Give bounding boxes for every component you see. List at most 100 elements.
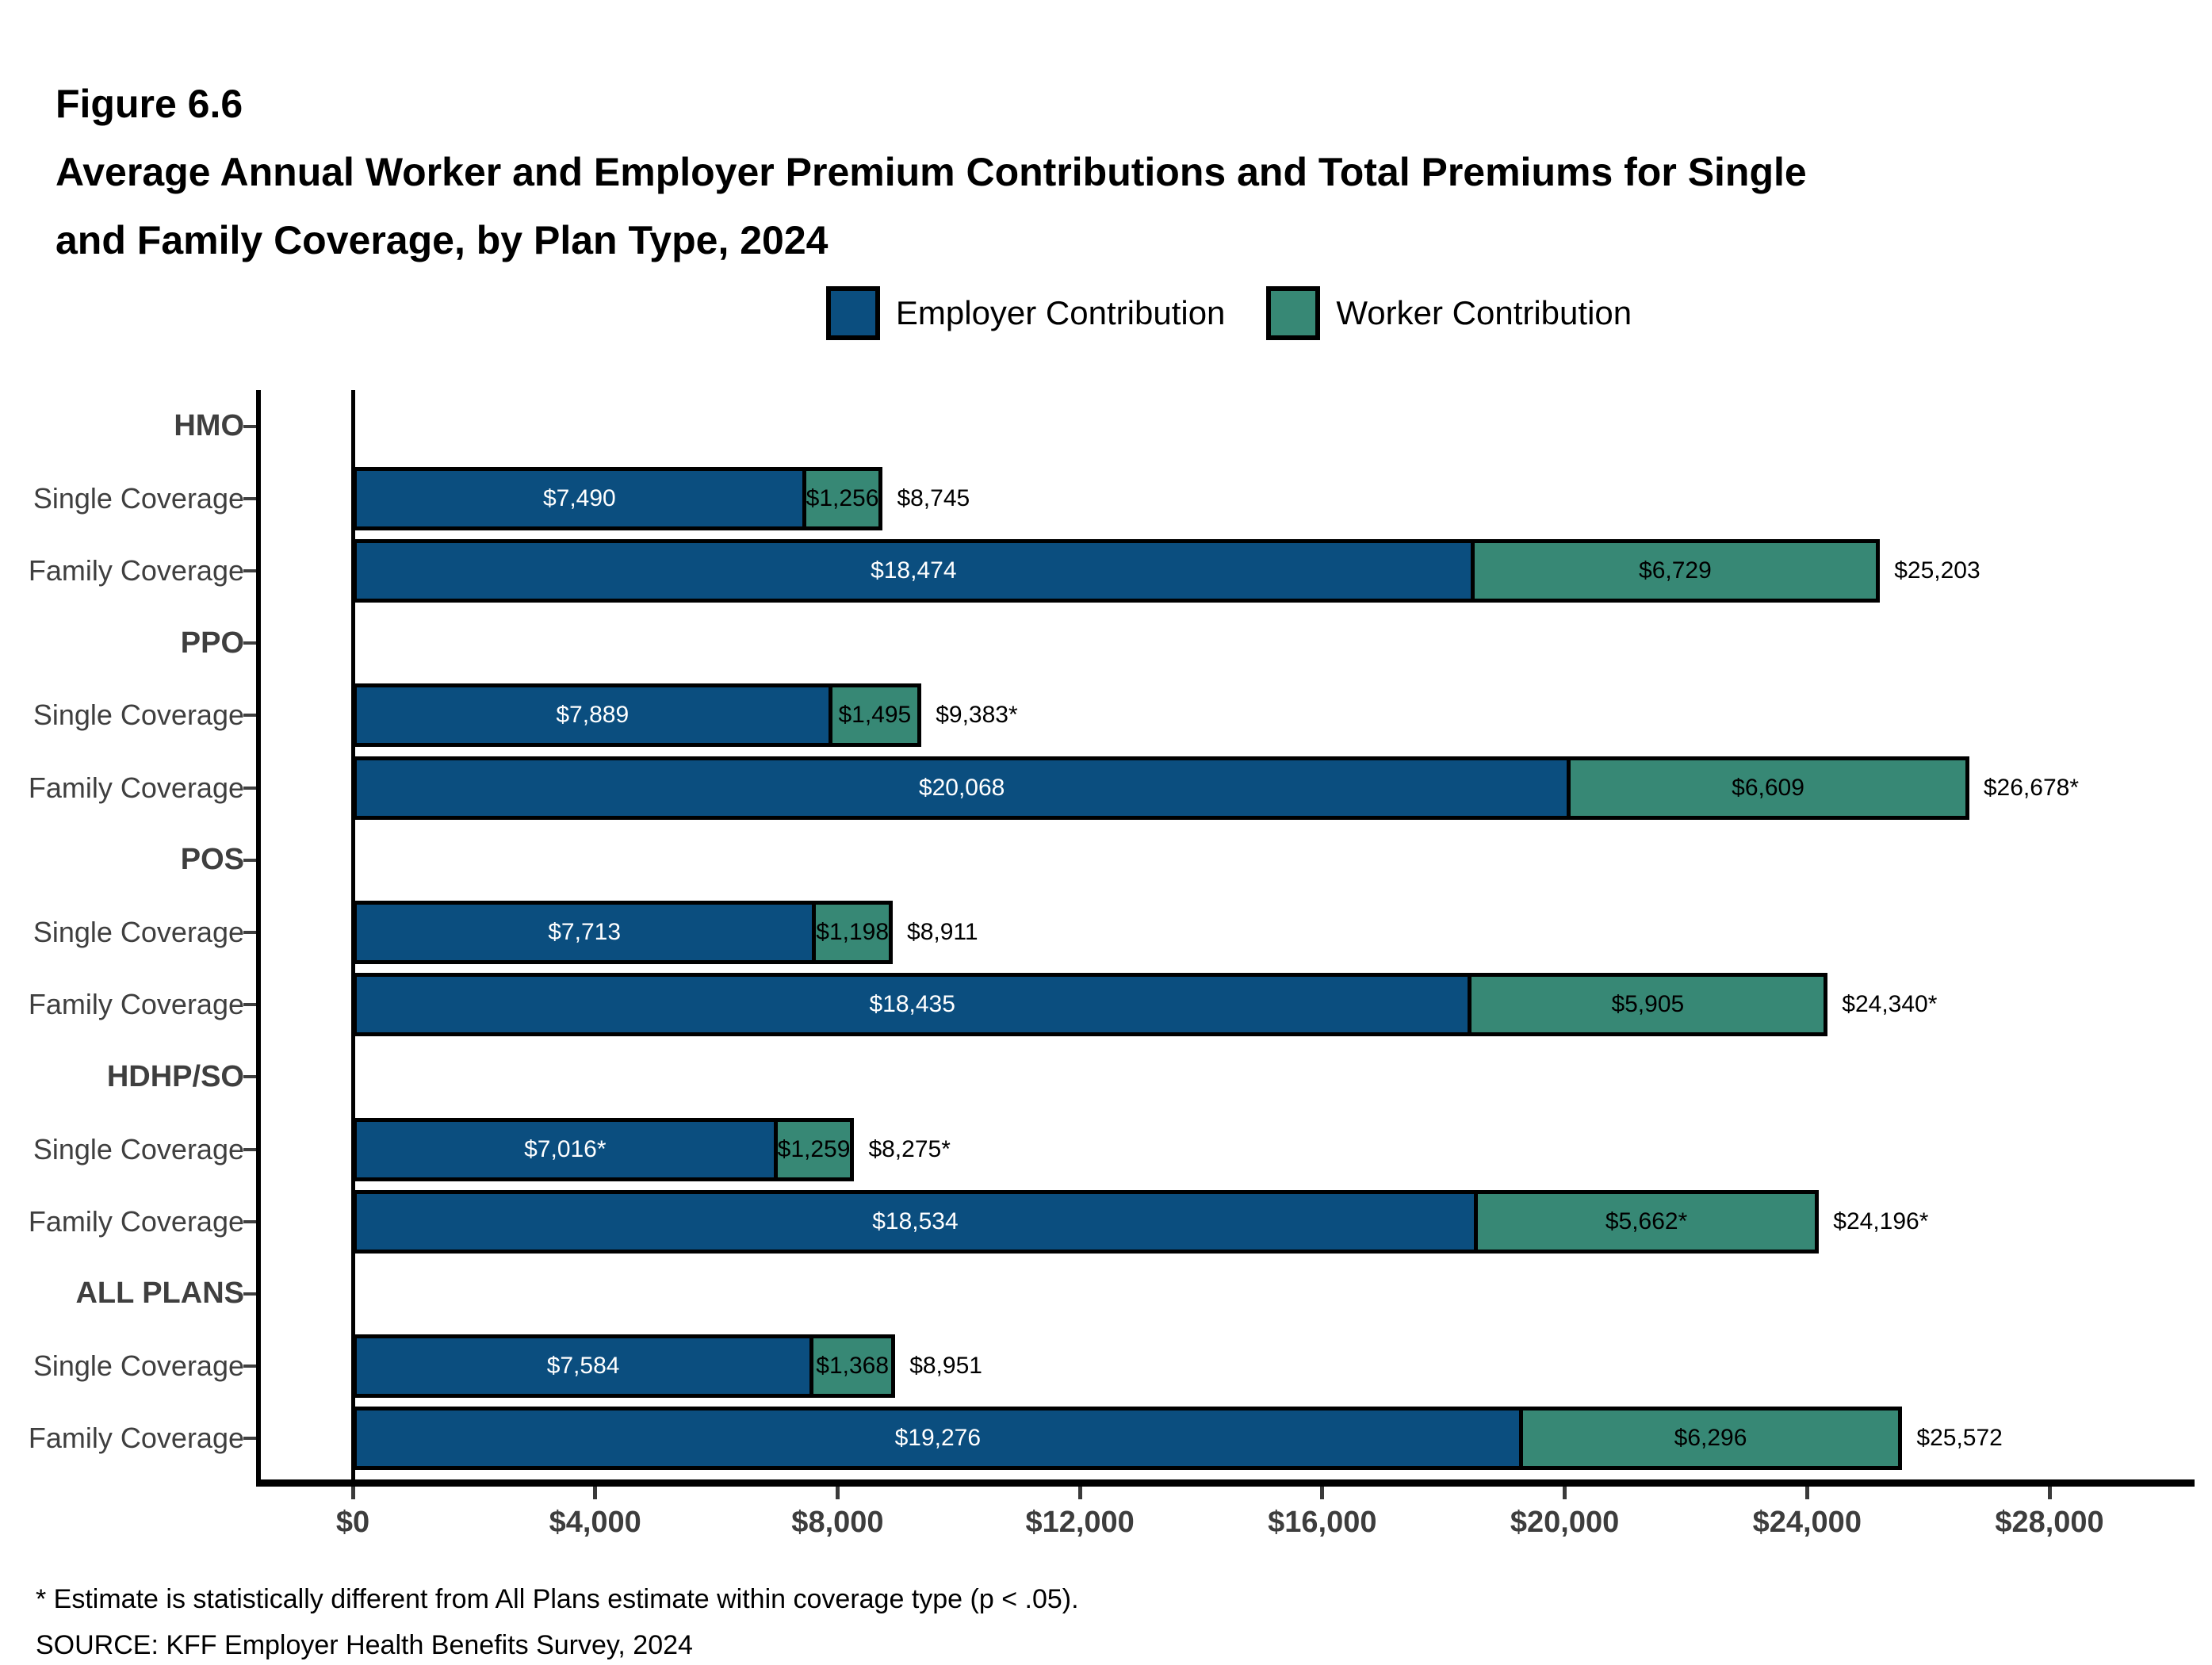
x-tick — [350, 1487, 355, 1499]
y-tick — [243, 1003, 256, 1007]
legend-entry-employer: Employer Contribution — [825, 286, 1225, 340]
y-tick — [243, 1147, 256, 1151]
y-tick — [243, 858, 256, 862]
total-value-label: $25,572 — [1916, 1425, 2003, 1452]
x-tick — [2047, 1487, 2052, 1499]
employer-segment: $7,713 — [357, 905, 813, 960]
worker-segment: $1,256 — [802, 470, 879, 526]
y-tick — [243, 714, 256, 718]
y-tick — [243, 1365, 256, 1368]
y-tick — [243, 931, 256, 934]
employer-segment: $19,276 — [357, 1410, 1519, 1467]
title-block: Figure 6.6 Average Annual Worker and Emp… — [55, 70, 1807, 274]
legend: Employer Contribution Worker Contributio… — [262, 285, 2196, 341]
stacked-bar: $18,474 $6,729 — [353, 539, 1881, 603]
stacked-bar: $7,584 $1,368 — [353, 1334, 896, 1399]
employer-segment: $7,889 — [357, 687, 829, 744]
employer-value-label: $7,713 — [548, 919, 622, 945]
x-tick-label: $20,000 — [1510, 1506, 1620, 1539]
row-label: Single Coverage — [33, 699, 244, 732]
x-tick-label: $24,000 — [1752, 1506, 1862, 1539]
y-tick — [243, 1437, 256, 1441]
group-label-ppo: PPO — [180, 626, 244, 660]
worker-value-label: $1,495 — [838, 702, 912, 729]
x-tick-label: $0 — [335, 1506, 370, 1539]
x-tick — [1563, 1487, 1567, 1499]
worker-segment: $6,729 — [1470, 543, 1877, 599]
x-tick-label: $12,000 — [1025, 1506, 1135, 1539]
employer-value-label: $7,490 — [542, 484, 616, 511]
row-label: Single Coverage — [33, 481, 244, 515]
worker-value-label: $1,256 — [806, 484, 879, 511]
employer-value-label: $7,889 — [556, 702, 630, 729]
x-axis-line — [256, 1479, 2195, 1487]
y-tick — [243, 424, 256, 428]
stacked-bar: $19,276 $6,296 — [353, 1407, 1903, 1471]
employer-segment: $18,534 — [357, 1193, 1474, 1250]
total-value-label: $26,678* — [1983, 774, 2079, 801]
x-tick — [1077, 1487, 1082, 1499]
source-note: SOURCE: KFF Employer Health Benefits Sur… — [36, 1630, 693, 1660]
legend-swatch-worker-icon — [1266, 286, 1321, 340]
x-tick — [1804, 1487, 1809, 1499]
y-tick — [243, 1292, 256, 1296]
y-axis-spine — [256, 390, 261, 1487]
row-label: Family Coverage — [28, 988, 244, 1021]
stacked-bar: $20,068 $6,609 — [353, 756, 1969, 820]
total-value-label: $8,275* — [868, 1135, 951, 1162]
stacked-bar: $7,713 $1,198 — [353, 901, 894, 964]
worker-segment: $5,905 — [1468, 977, 1824, 1033]
group-label-pos: POS — [180, 843, 244, 877]
row-label: Single Coverage — [33, 1132, 244, 1166]
worker-value-label: $1,198 — [816, 919, 890, 945]
worker-value-label: $1,259 — [777, 1135, 851, 1162]
x-tick-label: $16,000 — [1268, 1506, 1377, 1539]
worker-value-label: $1,368 — [816, 1353, 890, 1380]
row-label: Single Coverage — [33, 1349, 244, 1383]
employer-value-label: $20,068 — [918, 774, 1005, 801]
employer-segment: $7,016* — [357, 1121, 774, 1177]
y-tick — [243, 496, 256, 500]
y-tick — [243, 1219, 256, 1223]
employer-value-label: $7,016* — [524, 1135, 607, 1162]
x-tick-label: $28,000 — [1995, 1506, 2104, 1539]
x-tick-label: $4,000 — [549, 1506, 641, 1539]
total-value-label: $9,383* — [936, 702, 1018, 729]
y-tick — [243, 641, 256, 645]
employer-value-label: $18,474 — [871, 557, 957, 584]
worker-value-label: $5,662* — [1605, 1208, 1688, 1234]
worker-segment: $6,609 — [1567, 760, 1965, 816]
employer-segment: $20,068 — [357, 760, 1567, 816]
worker-segment: $6,296 — [1518, 1410, 1899, 1467]
employer-segment: $18,474 — [357, 543, 1471, 599]
x-tick — [1320, 1487, 1325, 1499]
x-tick — [835, 1487, 840, 1499]
y-tick — [243, 1075, 256, 1079]
row-label: Family Coverage — [28, 1204, 244, 1238]
stacked-bar: $7,490 $1,256 — [353, 466, 883, 530]
employer-value-label: $7,584 — [546, 1353, 620, 1380]
employer-segment: $7,490 — [357, 470, 802, 526]
worker-value-label: $5,905 — [1611, 991, 1685, 1018]
worker-segment: $1,259 — [773, 1121, 851, 1177]
employer-value-label: $18,435 — [869, 991, 955, 1018]
stacked-bar: $7,016* $1,259 — [353, 1117, 855, 1181]
worker-segment: $1,198 — [812, 905, 890, 960]
employer-value-label: $18,534 — [872, 1208, 959, 1234]
worker-value-label: $6,609 — [1732, 774, 1804, 801]
worker-segment: $5,662* — [1473, 1193, 1816, 1250]
group-label-hdhp-so: HDHP/SO — [106, 1059, 244, 1093]
row-label: Family Coverage — [28, 771, 244, 804]
x-tick-label: $8,000 — [791, 1506, 884, 1539]
row-label: Single Coverage — [33, 915, 244, 948]
row-label: Family Coverage — [28, 553, 244, 587]
total-value-label: $25,203 — [1894, 557, 1980, 584]
figure-number: Figure 6.6 — [55, 82, 243, 126]
group-label-hmo: HMO — [174, 409, 244, 443]
worker-segment: $1,495 — [828, 687, 918, 744]
y-tick — [243, 569, 256, 572]
y-tick — [243, 786, 256, 790]
footnote-asterisk-note: * Estimate is statistically different fr… — [36, 1584, 1079, 1614]
worker-segment: $1,368 — [809, 1338, 892, 1395]
